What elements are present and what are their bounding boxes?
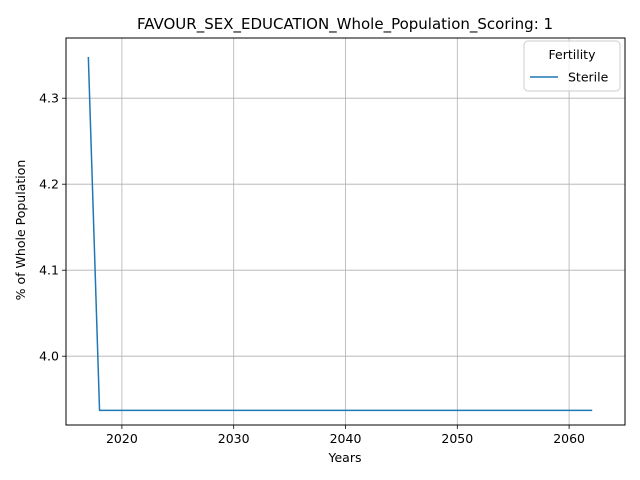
grid (66, 38, 625, 425)
x-tick-label: 2060 (553, 431, 585, 446)
legend-title: Fertility (549, 47, 597, 62)
chart-title: FAVOUR_SEX_EDUCATION_Whole_Population_Sc… (137, 15, 553, 34)
x-tick-label: 2050 (441, 431, 473, 446)
x-tick-label: 2030 (218, 431, 250, 446)
series-line-sterile (87, 57, 593, 412)
x-axis-label: Years (328, 450, 362, 465)
y-tick-label: 4.3 (39, 91, 59, 106)
y-tick-label: 4.1 (39, 263, 59, 278)
x-tick-label: 2040 (330, 431, 362, 446)
y-tick-label: 4.0 (39, 349, 59, 364)
legend-box (523, 40, 621, 92)
series-layer (87, 57, 593, 412)
ticks: 2020 2030 2040 2050 2060 4.0 4.1 4.2 4.3 (39, 91, 585, 446)
legend-label-sterile: Sterile (568, 70, 609, 85)
x-tick-label: 2020 (106, 431, 138, 446)
y-tick-label: 4.2 (39, 177, 59, 192)
y-axis-label: % of Whole Population (13, 160, 28, 301)
legend: Fertility Sterile (523, 40, 621, 92)
